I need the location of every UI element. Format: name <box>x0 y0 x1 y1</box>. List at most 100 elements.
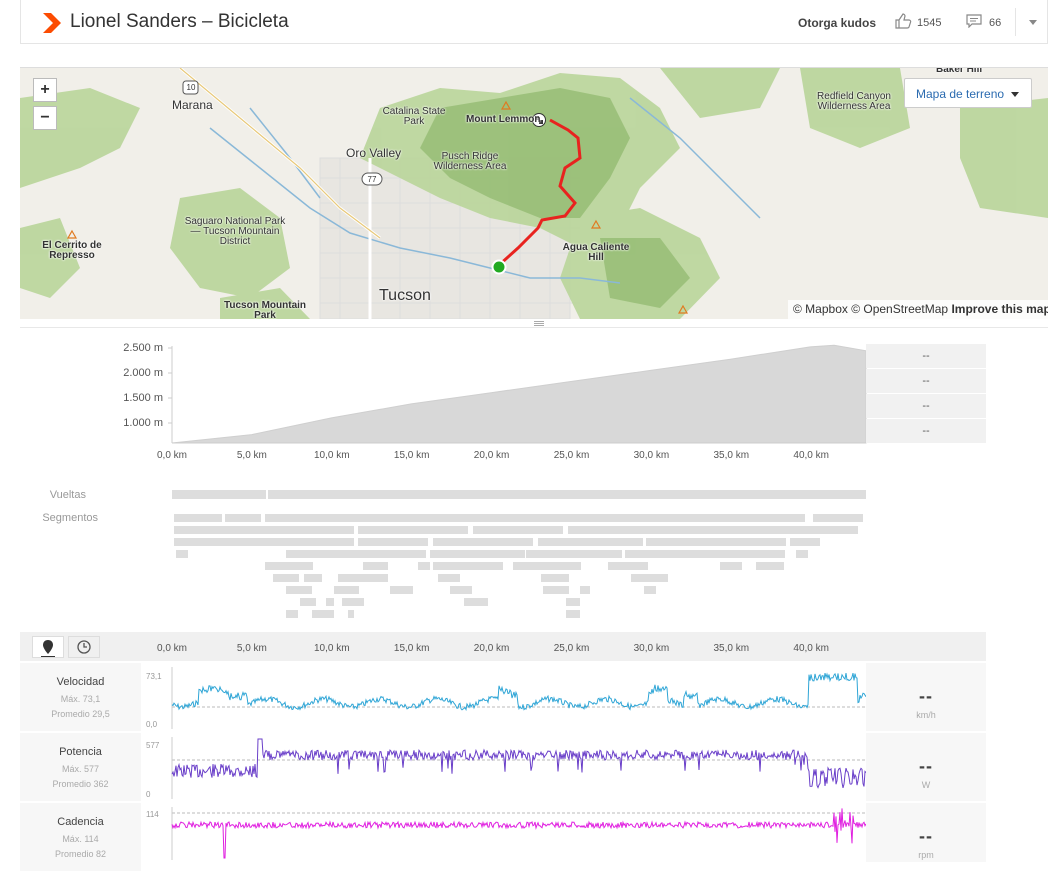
map-attribution: © Mapbox © OpenStreetMap Improve this ma… <box>788 300 1048 319</box>
x-tick-label: 15,0 km <box>393 643 430 654</box>
header-divider <box>1015 8 1016 36</box>
give-kudos-label[interactable]: Otorga kudos <box>798 16 877 30</box>
improve-map-link[interactable]: Improve this map <box>951 302 1048 316</box>
elevation-stat: -- <box>866 369 986 393</box>
map-label-hwy77: 77 <box>367 175 377 184</box>
segment-bar <box>813 514 863 522</box>
map-label-hwy10: 10 <box>186 83 196 92</box>
map-label-el-cerrito: El Cerrito de Represso <box>42 240 102 261</box>
x-tick-label: 40,0 km <box>793 450 829 461</box>
x-tick-label: 25,0 km <box>553 450 590 461</box>
start-marker <box>491 259 507 275</box>
map-label-oro-valley: Oro Valley <box>346 146 402 160</box>
zoom-in-button[interactable]: + <box>33 78 57 102</box>
velocity-chart[interactable] <box>168 663 868 731</box>
segment-bar <box>342 598 364 606</box>
map-pin-icon <box>41 640 55 657</box>
laps-bar[interactable] <box>172 490 266 499</box>
velocity-max: Máx. 73,1 <box>60 694 101 704</box>
cadence-label-panel: Cadencia Máx. 114 Promedio 82 <box>20 803 141 871</box>
velocity-unit: km/h <box>916 710 936 720</box>
segment-bar <box>644 574 668 582</box>
segment-bar <box>286 610 298 618</box>
elevation-y-tick: 2.500 m <box>123 342 163 354</box>
highway-10-shield <box>182 80 199 95</box>
comment-icon[interactable] <box>966 14 982 28</box>
segment-bar <box>438 574 460 582</box>
x-tick-label: 35,0 km <box>713 643 750 654</box>
elevation-y-tick: 1.000 m <box>123 417 163 429</box>
zoom-out-button[interactable]: − <box>33 106 57 130</box>
x-tick-label: 30,0 km <box>633 643 670 654</box>
segment-bar <box>363 562 388 570</box>
segment-bar <box>450 586 472 594</box>
power-value: -- <box>919 756 933 776</box>
elevation-y-tick: 1.500 m <box>123 392 163 404</box>
segment-bar <box>390 586 413 594</box>
comments-count[interactable]: 66 <box>989 17 1002 29</box>
map-label-agua-caliente: Agua Caliente Hill <box>562 242 630 263</box>
clock-icon <box>77 640 91 654</box>
power-label-panel: Potencia Máx. 577 Promedio 362 <box>20 733 141 801</box>
x-tick-label: 0,0 km <box>156 643 187 654</box>
map-label-mount-lemmon: Mount Lemmon <box>466 114 541 125</box>
elevation-area <box>171 344 867 444</box>
velocity-avg: Promedio 29,5 <box>51 709 110 719</box>
x-tick-label: 20,0 km <box>473 643 510 654</box>
velocity-y-max: 73,1 <box>146 672 162 681</box>
x-tick-label: 35,0 km <box>713 450 750 461</box>
x-tick-label: 0,0 km <box>156 450 187 461</box>
segment-bar <box>566 598 580 606</box>
segment-bar <box>464 598 488 606</box>
segments-chart[interactable] <box>168 512 868 622</box>
segment-bar <box>326 598 334 606</box>
segment-bar <box>538 538 593 546</box>
map-label-redfield: Redfield Canyon Wilderness Area <box>817 91 891 112</box>
map-type-dropdown[interactable]: Mapa de terreno <box>904 78 1032 108</box>
cadence-chart[interactable] <box>168 803 868 862</box>
segment-bar <box>631 574 653 582</box>
x-tick-label: 10,0 km <box>314 450 350 461</box>
elevation-stat: -- <box>866 419 986 443</box>
cadence-value-panel: -- rpm <box>866 803 986 862</box>
x-tick-label: 25,0 km <box>553 643 590 654</box>
thumbs-up-icon[interactable] <box>894 12 912 30</box>
segment-bar <box>265 562 313 570</box>
tab-time[interactable] <box>68 636 100 658</box>
more-options-chevron-icon[interactable] <box>1029 20 1037 25</box>
velocity-name: Velocidad <box>56 676 105 688</box>
stream-line <box>171 738 867 789</box>
route-map[interactable]: 10 77 Marana Oro Valley Tucson Catalina … <box>20 67 1048 319</box>
segment-bar <box>265 514 805 522</box>
stream-line <box>171 808 867 859</box>
segment-bar <box>174 526 354 534</box>
segment-bar <box>358 526 468 534</box>
power-chart[interactable] <box>168 733 868 801</box>
power-value-panel: -- W <box>866 733 986 801</box>
elevation-y-tick: 2.000 m <box>123 367 163 379</box>
map-label-tucson-mountain: Tucson Mountain Park <box>223 300 307 320</box>
segment-bar <box>720 562 742 570</box>
segment-bar <box>790 538 820 546</box>
laps-label: Vueltas <box>49 489 86 501</box>
tab-distance[interactable] <box>32 636 64 658</box>
grip-icon <box>534 321 544 322</box>
power-name: Potencia <box>59 746 102 758</box>
x-tick-label: 20,0 km <box>473 450 510 461</box>
map-resize-handle[interactable] <box>20 318 1048 328</box>
segment-bar <box>644 586 656 594</box>
finish-flag-icon <box>532 113 546 127</box>
segment-bar <box>418 562 430 570</box>
segment-bar <box>646 538 786 546</box>
map-label-marana: Marana <box>172 98 213 112</box>
segment-bar <box>348 610 354 618</box>
kudos-count[interactable]: 1545 <box>917 17 942 29</box>
power-y-min: 0 <box>146 790 151 799</box>
segment-bar <box>541 574 569 582</box>
strava-chevron-icon <box>43 13 61 33</box>
route-line <box>496 118 582 268</box>
elevation-chart[interactable] <box>168 336 868 448</box>
x-tick-label: 40,0 km <box>793 643 829 654</box>
laps-bar[interactable] <box>268 490 866 499</box>
segment-bar <box>566 610 580 618</box>
